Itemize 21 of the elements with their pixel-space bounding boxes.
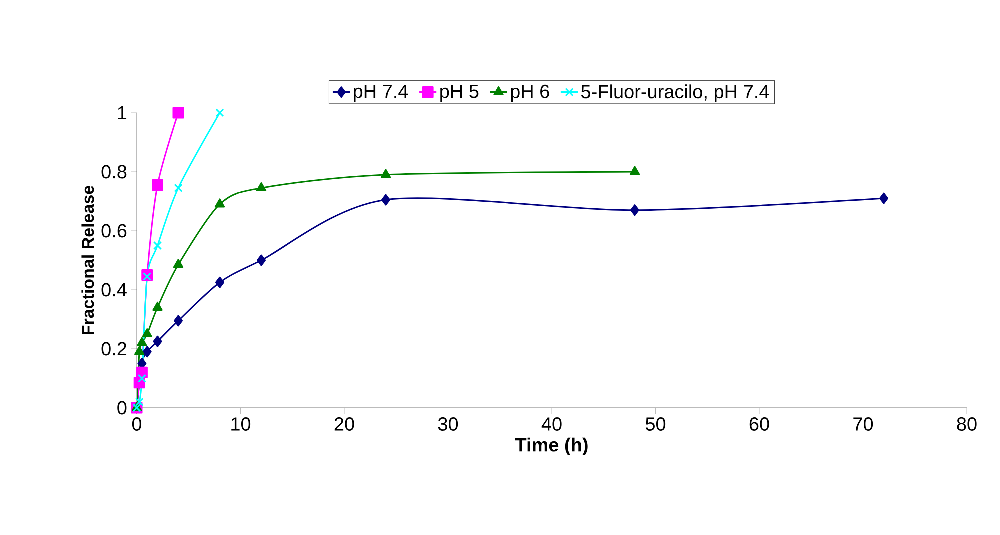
y-tick-label: 0.6 bbox=[102, 224, 127, 238]
y-tick-label: 1 bbox=[118, 106, 127, 120]
legend-label: pH 5 bbox=[440, 85, 479, 102]
legend-label: pH 6 bbox=[511, 84, 550, 102]
y-tick-label: 0.8 bbox=[102, 165, 127, 179]
y-axis-title: Fractional Release bbox=[82, 186, 94, 334]
x-tick-label: 70 bbox=[854, 418, 874, 431]
x-tick-label: 50 bbox=[646, 418, 666, 431]
legend-label: pH 7.4 bbox=[354, 85, 408, 102]
y-tick-label: 0 bbox=[118, 401, 127, 415]
x-axis-title: Time (h) bbox=[515, 438, 588, 456]
x-tick-label: 10 bbox=[232, 418, 251, 431]
x-tick-label: 30 bbox=[438, 418, 458, 431]
x-tick-label: 20 bbox=[334, 418, 354, 431]
legend-label: 5-Fluor-uracilo, pH 7.4 bbox=[582, 84, 770, 102]
y-tick-label: 0.4 bbox=[102, 283, 127, 297]
x-tick-label: 40 bbox=[542, 418, 562, 431]
x-tick-label: 80 bbox=[957, 418, 977, 431]
x-tick-label: 60 bbox=[750, 418, 770, 431]
x-tick-label: 0 bbox=[132, 418, 142, 431]
y-tick-label: 0.2 bbox=[102, 342, 127, 356]
